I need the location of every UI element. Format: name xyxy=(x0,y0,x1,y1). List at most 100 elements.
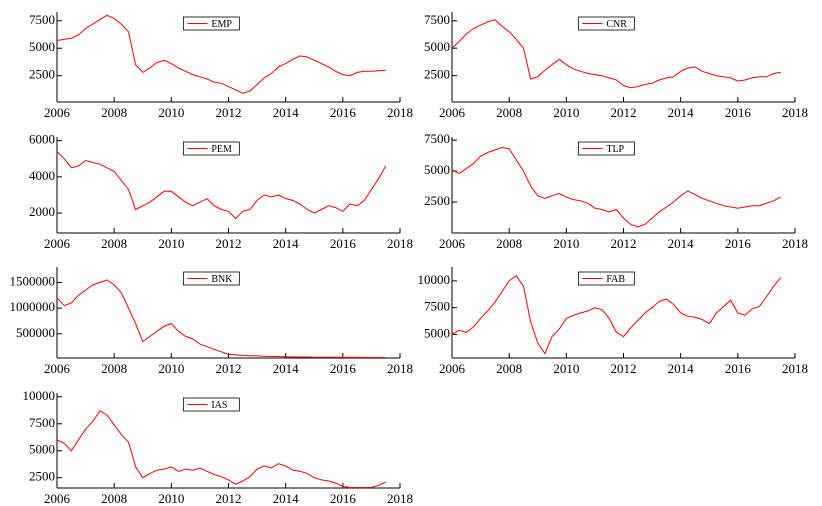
panel: 500000 1000000 1500000 2006 2008 2010 2012 2014… xyxy=(10,267,413,376)
y-tick-label: 2500 xyxy=(29,469,55,484)
y-tick-label: 10000 xyxy=(23,388,56,403)
line xyxy=(451,274,782,355)
x-tick-label: 2018 xyxy=(782,361,808,376)
x-tick-label: 2010 xyxy=(158,105,184,120)
line xyxy=(56,279,386,358)
x-tick-label: 2010 xyxy=(553,105,579,120)
x-tick-label: 2008 xyxy=(496,236,522,251)
legend-box xyxy=(182,141,240,156)
x-tick-label: 2014 xyxy=(273,236,300,251)
y-tick-label: 7500 xyxy=(424,12,450,27)
legend-box xyxy=(182,397,240,412)
x-tick-label: 2018 xyxy=(782,236,808,251)
x-tick-label: 2012 xyxy=(611,236,637,251)
legend-box xyxy=(577,16,635,31)
x-tick-label: 2014 xyxy=(273,491,300,506)
x-tick-label: 2016 xyxy=(725,361,752,376)
x-tick-label: 2016 xyxy=(330,491,357,506)
x-tick-label: 2006 xyxy=(44,236,71,251)
panel: 5000 7500 10000 2006 2008 2010 2012 2014 2016 201… xyxy=(418,267,808,376)
x-tick-label: 2010 xyxy=(158,236,184,251)
x-tick-label: 2018 xyxy=(387,491,413,506)
legend-label: TLP xyxy=(606,144,624,155)
legend-box xyxy=(577,141,635,156)
y-tick-label: 2500 xyxy=(424,67,450,82)
y-tick-label: 5000 xyxy=(424,162,450,177)
legend-box xyxy=(182,271,240,286)
x-tick-label: 2010 xyxy=(553,361,579,376)
x-tick-label: 2016 xyxy=(330,105,357,120)
y-tick-label: 5000 xyxy=(29,39,55,54)
x-tick-label: 2006 xyxy=(44,361,71,376)
y-tick-label: 4000 xyxy=(29,168,55,183)
panel: 2500 5000 7500 10000 2006 2008 2010 2012 2014 201… xyxy=(23,388,414,506)
x-tick-label: 2012 xyxy=(611,361,637,376)
x-tick-label: 2018 xyxy=(782,105,808,120)
x-tick-label: 2008 xyxy=(496,361,522,376)
y-tick-label: 5000 xyxy=(29,442,55,457)
y-tick-label: 5000 xyxy=(424,325,450,340)
y-tick-label: 2500 xyxy=(29,67,55,82)
x-tick-label: 2006 xyxy=(44,491,71,506)
legend-label: CNR xyxy=(606,19,627,30)
x-tick-label: 2018 xyxy=(387,236,413,251)
y-tick-label: 10000 xyxy=(418,272,451,287)
x-tick-label: 2016 xyxy=(725,236,752,251)
x-tick-label: 2016 xyxy=(725,105,752,120)
x-tick-label: 2012 xyxy=(216,236,242,251)
x-tick-label: 2016 xyxy=(330,236,357,251)
y-tick-label: 6000 xyxy=(29,132,55,147)
panel: 2500 5000 7500 2006 2008 2010 2012 2014 2016 2018… xyxy=(29,12,413,120)
legend-label: FAB xyxy=(606,274,625,285)
legend-label: IAS xyxy=(211,400,227,411)
line xyxy=(56,410,386,488)
x-tick-label: 2018 xyxy=(387,361,413,376)
panel: 2000 4000 6000 2006 2008 2010 2012 2014 2016 2018… xyxy=(29,132,413,251)
x-tick-label: 2008 xyxy=(496,105,522,120)
line xyxy=(451,146,781,228)
x-tick-label: 2012 xyxy=(216,491,242,506)
line xyxy=(56,14,386,94)
y-tick-label: 7500 xyxy=(29,12,55,27)
y-tick-label: 2500 xyxy=(424,193,450,208)
x-tick-label: 2014 xyxy=(273,361,300,376)
panel: 2500 5000 7500 2006 2008 2010 2012 2014 2016 2018… xyxy=(424,131,808,251)
legend-box xyxy=(182,16,240,31)
x-tick-label: 2012 xyxy=(216,105,242,120)
x-tick-label: 2014 xyxy=(668,105,695,120)
y-tick-label: 5000 xyxy=(424,39,450,54)
x-tick-label: 2008 xyxy=(101,361,127,376)
x-tick-label: 2008 xyxy=(101,236,127,251)
y-tick-label: 7500 xyxy=(424,299,450,314)
y-tick-label: 500000 xyxy=(16,325,55,340)
line xyxy=(56,151,387,220)
y-tick-label: 1500000 xyxy=(10,273,56,288)
x-tick-label: 2010 xyxy=(158,491,184,506)
x-tick-label: 2012 xyxy=(216,361,242,376)
x-tick-label: 2010 xyxy=(158,361,184,376)
panel: 2500 5000 7500 2006 2008 2010 2012 2014 2016 2018… xyxy=(424,12,808,120)
y-tick-label: 2000 xyxy=(29,204,55,219)
x-tick-label: 2006 xyxy=(44,105,71,120)
x-tick-label: 2008 xyxy=(101,105,127,120)
x-tick-label: 2006 xyxy=(439,236,466,251)
x-tick-label: 2018 xyxy=(387,105,413,120)
line xyxy=(451,19,781,89)
x-tick-label: 2014 xyxy=(668,361,695,376)
x-tick-label: 2008 xyxy=(101,491,127,506)
x-tick-label: 2010 xyxy=(553,236,579,251)
y-tick-label: 7500 xyxy=(424,131,450,146)
x-tick-label: 2014 xyxy=(668,236,695,251)
y-tick-label: 7500 xyxy=(29,415,55,430)
legend-label: EMP xyxy=(211,19,232,30)
legend-box xyxy=(577,271,635,286)
x-tick-label: 2012 xyxy=(611,105,637,120)
x-tick-label: 2016 xyxy=(330,361,357,376)
x-tick-label: 2006 xyxy=(439,361,466,376)
x-tick-label: 2014 xyxy=(273,105,300,120)
y-tick-label: 1000000 xyxy=(10,299,56,314)
legend-label: BNK xyxy=(211,274,233,285)
legend-label: PEM xyxy=(211,144,232,155)
